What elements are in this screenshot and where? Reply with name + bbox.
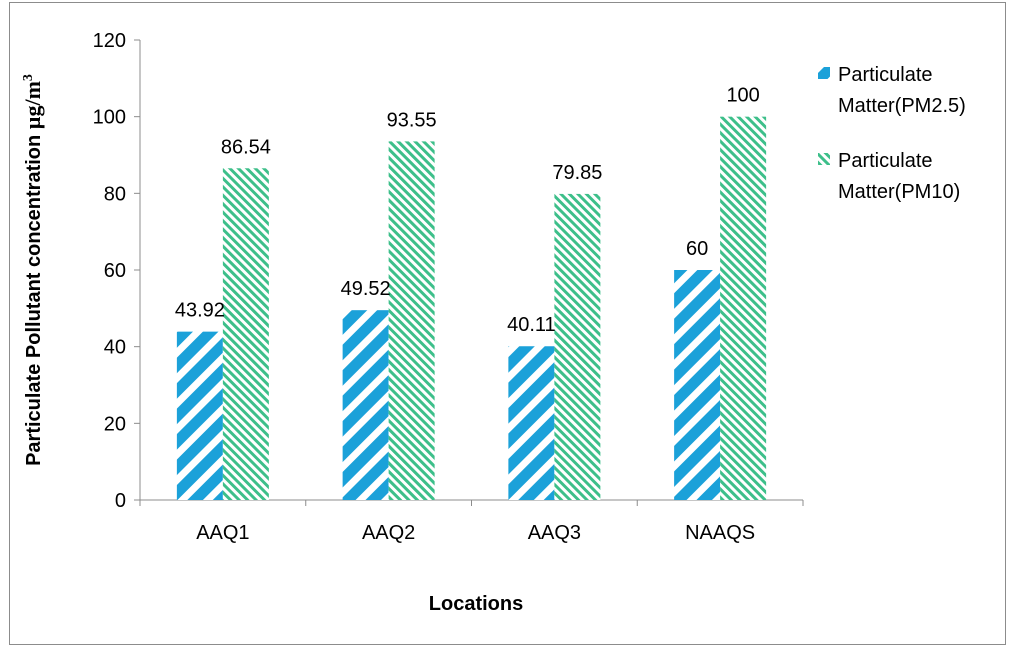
x-tick-label: AAQ2 — [362, 522, 415, 544]
bar-pm25-aaq2 — [342, 310, 389, 500]
y-axis: 0 20 40 60 80 100 120 — [93, 30, 141, 512]
data-label-pm10-aaq3: 79.85 — [552, 162, 602, 184]
y-axis-title-unit: µg/m — [20, 81, 45, 129]
x-tick-label: AAQ3 — [528, 522, 581, 544]
legend-label-pm10-line2: Matter(PM10) — [838, 181, 960, 203]
data-label-pm10-aaq1: 86.54 — [221, 136, 271, 158]
x-tick-label: NAAQS — [685, 522, 755, 544]
y-tick-label: 100 — [93, 107, 126, 129]
legend-item-pm10: Particulate Matter(PM10) — [818, 150, 960, 203]
legend-swatch-pm25 — [818, 67, 830, 79]
bar-pm25-aaq3 — [508, 346, 555, 500]
bars — [176, 116, 767, 501]
legend-label-pm10-line1: Particulate — [838, 150, 933, 172]
bar-pm25-naaqs — [674, 270, 721, 500]
y-tick-label: 120 — [93, 30, 126, 52]
data-label-pm10-naaqs: 100 — [726, 85, 759, 107]
bar-pm25-aaq1 — [176, 331, 223, 500]
bar-pm10-naaqs — [720, 116, 767, 501]
legend-item-pm25: Particulate Matter(PM2.5) — [818, 64, 966, 117]
data-label-pm10-aaq2: 93.55 — [387, 109, 437, 131]
y-tick-label: 40 — [104, 337, 126, 359]
legend-label-pm25-line1: Particulate — [838, 64, 933, 86]
data-label-pm25-aaq2: 49.52 — [341, 278, 391, 300]
bar-pm10-aaq1 — [222, 168, 269, 500]
legend-label-pm25-line2: Matter(PM2.5) — [838, 95, 966, 117]
data-label-pm25-aaq1: 43.92 — [175, 300, 225, 322]
data-label-pm25-naaqs: 60 — [686, 238, 708, 260]
y-tick-label: 60 — [104, 260, 126, 282]
bar-pm10-aaq2 — [388, 141, 435, 500]
chart-frame — [9, 2, 1006, 645]
y-axis-title: Particulate Pollutant concentration µg/m… — [20, 74, 45, 466]
data-labels: 43.92 86.54 49.52 93.55 40.11 79.85 60 100 — [175, 85, 760, 337]
legend-swatch-pm10 — [818, 153, 830, 165]
y-tick-label: 20 — [104, 413, 126, 435]
y-tick-label: 80 — [104, 183, 126, 205]
y-axis-title-superscript: 3 — [21, 74, 36, 81]
x-axis: AAQ1 AAQ2 AAQ3 NAAQS — [139, 499, 804, 544]
data-label-pm25-aaq3: 40.11 — [507, 314, 556, 336]
legend: Particulate Matter(PM2.5) Particulate Ma… — [818, 64, 966, 203]
bar-pm10-aaq3 — [554, 193, 601, 501]
x-axis-title: Locations — [429, 593, 523, 615]
y-tick-label: 0 — [115, 490, 126, 512]
y-axis-title-main: Particulate Pollutant concentration — [23, 129, 45, 466]
x-tick-label: AAQ1 — [196, 522, 249, 544]
